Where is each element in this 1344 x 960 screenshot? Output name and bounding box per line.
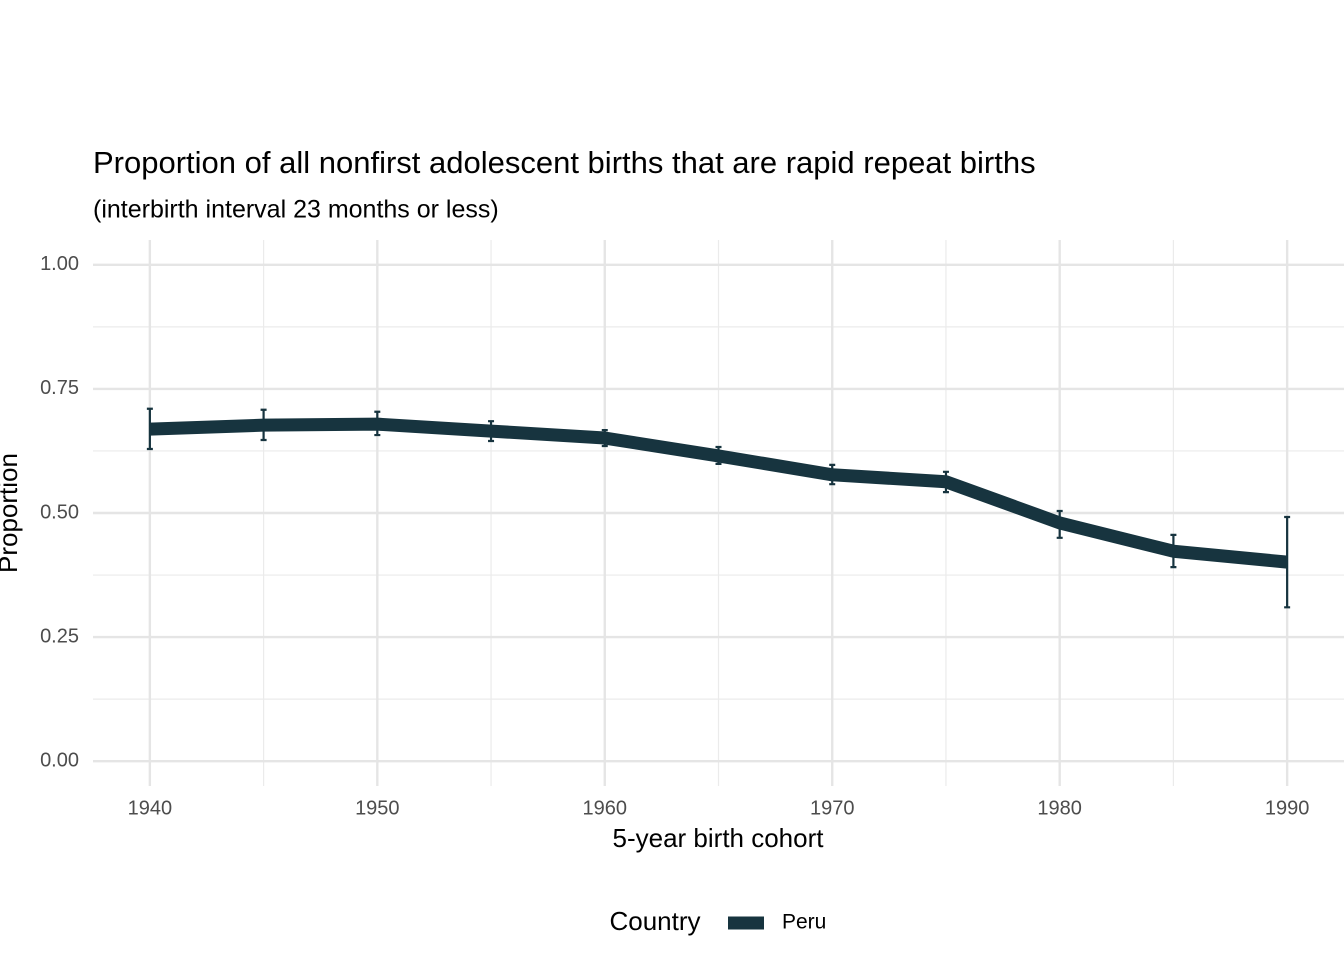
data-line xyxy=(149,417,1288,569)
legend-label: Peru xyxy=(782,911,826,934)
y-tick-label: 0.00 xyxy=(40,749,79,771)
chart-subtitle: (interbirth interval 23 months or less) xyxy=(93,196,499,224)
x-tick-label: 1970 xyxy=(810,797,855,819)
x-tick-label: 1940 xyxy=(128,797,173,819)
x-tick-label: 1950 xyxy=(355,797,400,819)
y-tick-label: 0.75 xyxy=(40,377,79,399)
y-tick-label: 0.25 xyxy=(40,625,79,647)
legend-title: Country xyxy=(609,906,700,936)
x-tick-label: 1960 xyxy=(583,797,628,819)
x-tick-label: 1980 xyxy=(1037,797,1082,819)
x-tick-label: 1990 xyxy=(1265,797,1310,819)
error-bar xyxy=(1284,515,1291,609)
x-axis-title: 5-year birth cohort xyxy=(613,823,825,853)
y-tick-label: 1.00 xyxy=(40,253,79,275)
chart-title: Proportion of all nonfirst adolescent bi… xyxy=(93,145,1036,180)
y-axis-title: Proportion xyxy=(0,453,23,573)
y-tick-label: 0.50 xyxy=(40,501,79,523)
